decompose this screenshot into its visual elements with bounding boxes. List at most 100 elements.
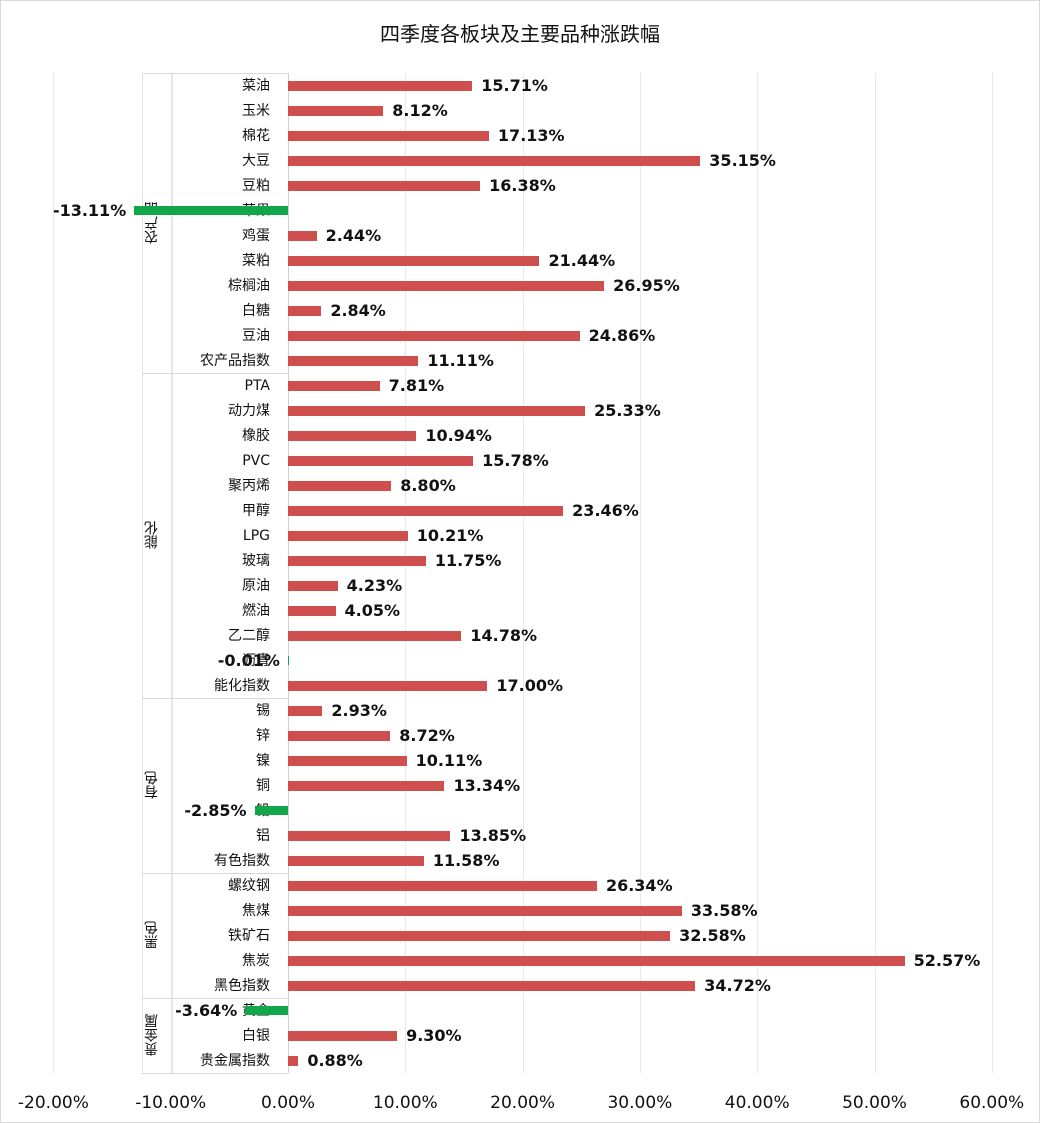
x-tick-label: 30.00% (607, 1093, 673, 1113)
group-separator (142, 73, 288, 74)
category-label: 有色指数 (214, 852, 270, 869)
data-label: 2.44% (325, 225, 382, 245)
data-label: 26.34% (605, 875, 673, 895)
category-label: 菜油 (242, 77, 270, 94)
gridline (757, 73, 759, 1073)
bar-positive (288, 905, 682, 916)
data-label: 33.58% (690, 900, 758, 920)
data-label: 10.11% (415, 750, 483, 770)
bar-positive (288, 1055, 299, 1066)
data-label: 35.15% (709, 150, 776, 170)
bar-negative (245, 1006, 288, 1015)
category-label: 棕榈油 (228, 277, 270, 294)
category-label: PTA (244, 377, 270, 394)
data-label: 17.00% (496, 675, 564, 695)
bar-positive (288, 980, 696, 991)
gridline (170, 73, 172, 1073)
data-label: 34.72% (704, 975, 771, 995)
bar-positive (288, 505, 564, 516)
data-label: 11.11% (427, 350, 494, 370)
category-label: 沥青 (242, 652, 270, 669)
gridline (639, 73, 641, 1073)
bar-positive (288, 780, 445, 791)
data-label: 7.81% (388, 375, 445, 395)
category-label: 棉花 (242, 127, 270, 144)
bar-positive (288, 880, 597, 891)
category-label: 乙二醇 (228, 627, 270, 644)
bar-positive (288, 280, 605, 291)
category-label: 黑色指数 (214, 977, 270, 994)
data-label: 13.34% (453, 775, 521, 795)
group-column-left (142, 73, 143, 1073)
category-label: PVC (242, 452, 270, 469)
bar-negative (254, 806, 288, 815)
data-label: 15.71% (481, 75, 548, 95)
category-label: 橡胶 (242, 427, 270, 444)
category-label: 豆粕 (242, 177, 270, 194)
gridline (874, 73, 876, 1073)
data-label: 10.94% (425, 425, 492, 445)
x-tick-label: 50.00% (842, 1093, 907, 1113)
bar-positive (288, 405, 586, 416)
bar-positive (288, 530, 408, 541)
category-label: 能化指数 (214, 677, 270, 694)
category-label: 动力煤 (228, 402, 270, 419)
bar-positive (288, 155, 701, 166)
x-tick-label: -20.00% (17, 1093, 89, 1113)
data-label: 4.23% (346, 575, 403, 595)
data-label: 9.30% (406, 1025, 462, 1045)
bar-positive (288, 680, 488, 691)
data-label: 26.95% (613, 275, 680, 295)
bar-positive (288, 555, 426, 566)
data-label: 2.93% (331, 700, 387, 720)
data-label: 24.86% (588, 325, 656, 345)
bar-positive (288, 455, 474, 466)
data-label: 23.46% (572, 500, 639, 520)
bar-negative (134, 206, 288, 215)
bar-positive (288, 255, 540, 266)
data-label: 10.21% (416, 525, 484, 545)
category-label: 螺纹钢 (228, 877, 270, 894)
data-label: 8.80% (400, 475, 456, 495)
bar-positive (288, 730, 391, 741)
category-label: 铝 (256, 827, 270, 844)
data-label: 21.44% (548, 250, 616, 270)
data-label: 32.58% (679, 925, 746, 945)
plot-bottom-line (142, 1073, 288, 1074)
category-label: 农产品指数 (200, 352, 270, 369)
bar-positive (288, 605, 336, 616)
data-label: 15.78% (482, 450, 549, 470)
data-label: 52.57% (913, 950, 981, 970)
category-label: 锌 (256, 727, 270, 744)
bar-positive (288, 430, 417, 441)
category-label: 锡 (256, 702, 270, 719)
category-label: 焦煤 (242, 902, 270, 919)
group-separator (142, 373, 288, 374)
category-label: 鸡蛋 (242, 227, 270, 244)
gridline (991, 73, 993, 1073)
category-label: 豆油 (242, 327, 270, 344)
category-label: 甲醇 (242, 502, 270, 519)
group-separator (142, 873, 288, 874)
category-label: 铜 (256, 777, 270, 794)
category-label: 大豆 (242, 152, 270, 169)
gridline (405, 73, 407, 1073)
data-label: 0.88% (307, 1050, 363, 1070)
zero-axis (288, 73, 289, 1073)
group-separator (142, 698, 288, 699)
category-label: 菜粕 (242, 252, 270, 269)
category-label: 镍 (256, 752, 270, 769)
data-label: 13.85% (459, 825, 527, 845)
bar-positive (288, 80, 473, 91)
category-label: 原油 (242, 577, 270, 594)
x-tick-label: 20.00% (490, 1093, 556, 1113)
bar-positive (288, 955, 905, 966)
bar-positive (288, 330, 580, 341)
category-label: 白糖 (242, 302, 270, 319)
chart-title: 四季度各板块及主要品种涨跌幅 (380, 22, 660, 46)
bar-positive (288, 230, 317, 241)
bar-positive (288, 355, 419, 366)
category-label: 白银 (242, 1027, 270, 1044)
category-label: 玉米 (242, 102, 270, 119)
